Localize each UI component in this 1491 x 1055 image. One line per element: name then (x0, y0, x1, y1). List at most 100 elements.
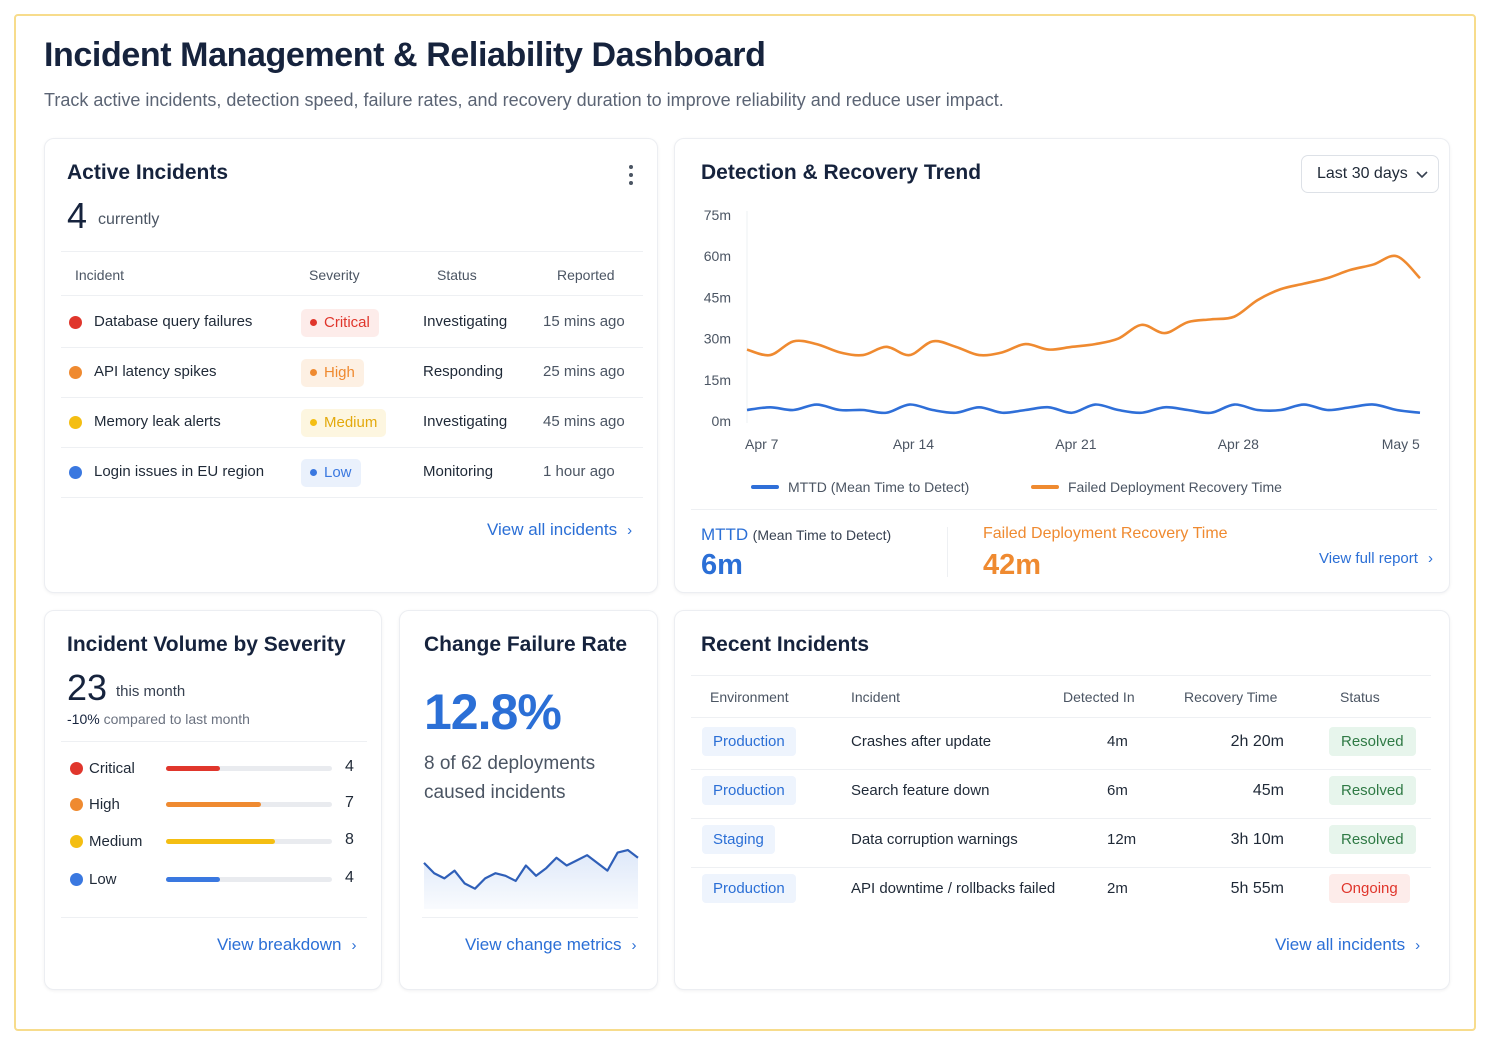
row-divider (61, 447, 643, 448)
y-tick-label: 75m (704, 207, 731, 223)
recovery-time: 45m (1252, 782, 1284, 799)
incident-status: Responding (423, 363, 504, 380)
chevron-right-icon: › (631, 937, 637, 954)
severity-badge: Low (301, 459, 361, 487)
recent-incident-name: API downtime / rollbacks failed (851, 880, 1056, 897)
page-title: Incident Management & Reliability Dashbo… (44, 36, 766, 74)
y-tick-label: 15m (704, 372, 731, 388)
chevron-right-icon: › (351, 937, 357, 954)
cfr-desc-line1: 8 of 62 deployments (424, 753, 596, 774)
severity-volume-row: Critical 4 (67, 757, 367, 783)
chevron-right-icon: › (1427, 550, 1433, 567)
divider (61, 295, 643, 296)
severity-volume-row: Medium 8 (67, 830, 367, 856)
row-divider (691, 769, 1431, 770)
divider (61, 251, 643, 252)
severity-count: 4 (345, 758, 354, 775)
y-tick-label: 0m (712, 413, 731, 429)
severity-dot (69, 316, 82, 329)
view-all-incidents-link[interactable]: View all incidents › (487, 520, 633, 539)
incident-reported: 15 mins ago (543, 313, 625, 330)
divider (422, 917, 638, 918)
status-badge: Ongoing (1329, 874, 1410, 903)
divider (691, 717, 1431, 718)
severity-count: 8 (345, 831, 354, 848)
column-header: Reported (557, 267, 615, 283)
card-title: Detection & Recovery Trend (701, 161, 982, 184)
recovery-series-line (746, 254, 1421, 357)
view-change-metrics-link[interactable]: View change metrics › (465, 935, 637, 954)
incident-row[interactable]: API latency spikes High Responding 25 mins … (61, 349, 643, 398)
view-full-report-link[interactable]: View full report › (1319, 550, 1433, 567)
incident-status: Investigating (423, 313, 508, 330)
row-divider (61, 497, 643, 498)
row-divider (691, 867, 1431, 868)
recovery-time: 5h 55m (1230, 880, 1284, 897)
severity-label: High (89, 796, 120, 813)
incident-name: Database query failures (94, 313, 253, 330)
severity-dot (69, 416, 82, 429)
row-divider (61, 397, 643, 398)
severity-bar-fill (166, 877, 221, 882)
x-tick-label: Apr 7 (745, 436, 779, 452)
severity-bar-track (166, 802, 332, 807)
change-failure-rate-card: Change Failure Rate 12.8% 8 of 62 deploy… (399, 610, 658, 990)
recent-incident-row[interactable]: Production API downtime / rollbacks faile… (691, 868, 1431, 916)
severity-badge-label: Low (324, 464, 352, 481)
incident-row[interactable]: Memory leak alerts Medium Investigating 45 … (61, 399, 643, 448)
environment-badge: Production (702, 874, 796, 903)
view-all-incidents-link[interactable]: View all incidents › (1275, 935, 1421, 954)
recent-incident-row[interactable]: Staging Data corruption warnings 12m 3h 10m… (691, 819, 1431, 868)
status-badge: Resolved (1329, 727, 1416, 756)
environment-badge: Production (702, 727, 796, 756)
cfr-value: 12.8% (424, 684, 562, 740)
incident-row[interactable]: Database query failures Critical Investiga… (61, 299, 643, 348)
card-title: Recent Incidents (701, 633, 870, 656)
incident-reported: 1 hour ago (543, 463, 615, 480)
recovery-time: 3h 10m (1230, 831, 1284, 848)
card-title: Change Failure Rate (424, 633, 628, 656)
environment-badge: Staging (702, 825, 775, 854)
page-subtitle: Track active incidents, detection speed,… (44, 90, 1004, 110)
active-count-label: currently (98, 211, 160, 228)
mttd-value: 6m (701, 549, 743, 581)
incident-status: Investigating (423, 413, 508, 430)
sparkline-area (424, 850, 638, 909)
environment-badge: Production (702, 776, 796, 805)
fdrt-label: Failed Deployment Recovery Time (983, 525, 1228, 542)
view-breakdown-link[interactable]: View breakdown › (217, 935, 357, 954)
card-title: Active Incidents (67, 161, 229, 184)
recent-incident-row[interactable]: Production Crashes after update 4m 2h 20m Re… (691, 721, 1431, 770)
severity-badge-dot (310, 419, 317, 426)
detected-in: 12m (1107, 831, 1137, 848)
column-header: Incident (75, 267, 125, 283)
severity-badge: Medium (301, 409, 387, 437)
severity-badge: High (301, 359, 364, 387)
detection-recovery-card: Detection & Recovery Trend Last 30 days … (674, 138, 1450, 593)
severity-dot (70, 835, 83, 848)
severity-label: Critical (89, 760, 135, 777)
severity-dot (69, 366, 82, 379)
detected-in: 6m (1107, 782, 1128, 799)
card-title: Incident Volume by Severity (67, 633, 346, 656)
severity-bar-fill (166, 839, 275, 844)
incident-volume-card: Incident Volume by Severity 23 this mont… (44, 610, 382, 990)
divider (61, 741, 367, 742)
mttd-series-line (746, 403, 1421, 415)
severity-dot (70, 873, 83, 886)
severity-bar-fill (166, 766, 221, 771)
severity-dot (70, 762, 83, 775)
date-range-select[interactable]: Last 30 days (1301, 155, 1439, 193)
severity-bar-track (166, 839, 332, 844)
severity-dot (70, 798, 83, 811)
x-tick-label: Apr 28 (1218, 436, 1259, 452)
status-badge: Resolved (1329, 776, 1416, 805)
divider (947, 527, 948, 577)
row-divider (61, 347, 643, 348)
detected-in: 2m (1107, 880, 1128, 897)
incident-row[interactable]: Login issues in EU region Low Monitoring 1 … (61, 449, 643, 498)
recent-incident-row[interactable]: Production Search feature down 6m 45m Resolv… (691, 770, 1431, 819)
detected-in: 4m (1107, 733, 1128, 750)
severity-badge-label: Critical (324, 314, 370, 331)
kebab-menu-icon[interactable] (621, 163, 641, 187)
